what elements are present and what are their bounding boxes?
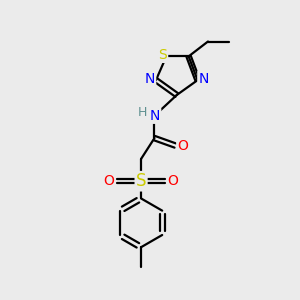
Text: O: O [103,174,114,188]
Text: O: O [177,139,188,152]
Text: N: N [150,109,160,123]
Text: S: S [136,172,146,190]
Text: O: O [168,174,178,188]
Text: N: N [198,72,209,86]
Text: S: S [158,48,167,62]
Text: H: H [138,106,147,119]
Text: N: N [145,72,155,86]
